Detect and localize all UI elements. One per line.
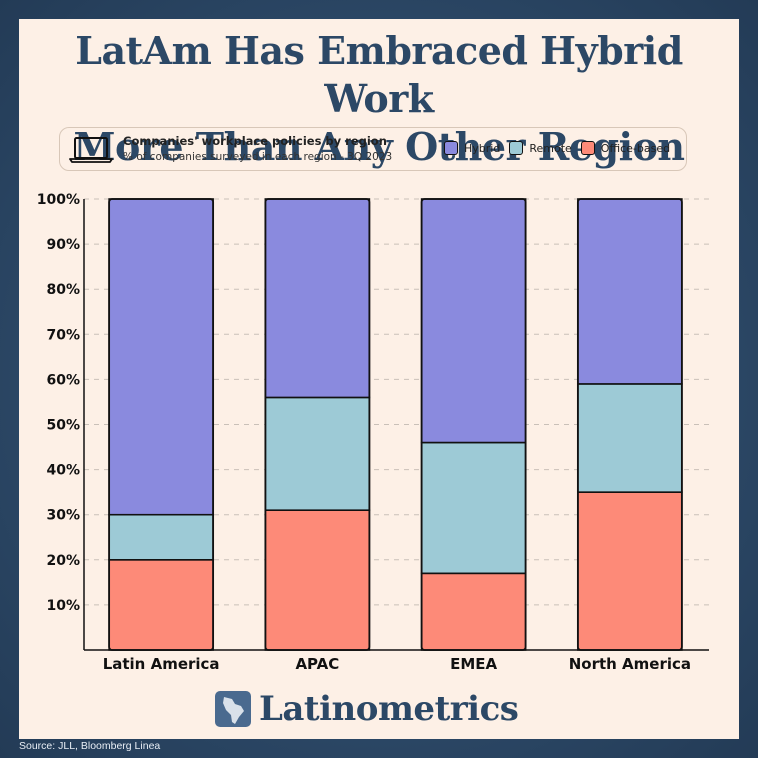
x-category-label: APAC xyxy=(295,655,339,673)
laptop-icon xyxy=(69,137,113,163)
bar-hybrid-apac xyxy=(264,198,371,399)
latinometrics-logo-icon xyxy=(215,691,251,727)
legend-subtitle: % of companies surveyed in each region -… xyxy=(123,151,393,163)
bar-remote-emea xyxy=(420,441,527,575)
x-category-label: Latin America xyxy=(103,655,220,673)
legend-label: Office-based xyxy=(600,141,671,155)
bar-office-based-apac xyxy=(264,509,371,651)
y-tick-label: 20% xyxy=(46,553,80,569)
legend-swatch xyxy=(509,141,524,155)
bar-outline xyxy=(264,198,371,651)
y-tick-label: 10% xyxy=(46,598,80,614)
legend-label: Remote xyxy=(529,141,572,155)
y-tick-label: 90% xyxy=(46,237,80,253)
y-tick-label: 50% xyxy=(46,418,80,434)
x-category-label: EMEA xyxy=(450,655,497,673)
source-note: Source: JLL, Bloomberg Linea xyxy=(19,740,161,752)
bar-remote-latin-america xyxy=(108,513,214,561)
legend-box: Companies' workplace policies by region … xyxy=(59,127,687,171)
chart-card: LatAm Has Embraced Hybrid Work More Than… xyxy=(19,19,739,739)
y-tick-label: 30% xyxy=(46,508,80,524)
bar-outline xyxy=(108,198,215,651)
legend-swatch xyxy=(444,141,458,155)
legend-item-office-based: Office-based xyxy=(580,141,671,155)
bar-hybrid-north-america xyxy=(577,198,683,385)
y-tick-label: 100% xyxy=(37,192,80,208)
legend-item-remote: Remote xyxy=(509,141,572,155)
bar-outline xyxy=(576,198,683,651)
legend-text: Companies' workplace policies by region … xyxy=(123,133,392,166)
legend-label: Hybrid xyxy=(464,141,501,155)
bar-remote-apac xyxy=(264,396,371,511)
bar-office-based-emea xyxy=(420,572,527,651)
bar-office-based-latin-america xyxy=(108,558,214,651)
bar-outline xyxy=(420,198,527,651)
legend-title: Companies' workplace policies by region xyxy=(123,134,387,148)
legend-items: Hybrid Remote Office-based xyxy=(444,141,670,155)
bar-remote-north-america xyxy=(577,383,683,493)
bar-hybrid-latin-america xyxy=(108,198,214,516)
y-tick-label: 60% xyxy=(46,372,80,388)
legend-swatch xyxy=(580,141,595,155)
bar-office-based-north-america xyxy=(577,491,683,651)
x-category-label: North America xyxy=(569,655,691,673)
bar-hybrid-emea xyxy=(420,198,527,444)
brand-name: Latinometrics xyxy=(259,689,519,729)
y-tick-label: 80% xyxy=(46,282,80,298)
brand: Latinometrics xyxy=(215,689,519,729)
title-line-1: LatAm Has Embraced Hybrid Work xyxy=(75,28,683,121)
legend-item-hybrid: Hybrid xyxy=(444,141,500,155)
y-tick-label: 70% xyxy=(46,327,80,343)
y-tick-label: 40% xyxy=(46,463,80,479)
stacked-bar-chart: 10% 20% 30% 40% 50% 60% 70% 80% 90% 100% Latin Ame… xyxy=(37,192,709,673)
